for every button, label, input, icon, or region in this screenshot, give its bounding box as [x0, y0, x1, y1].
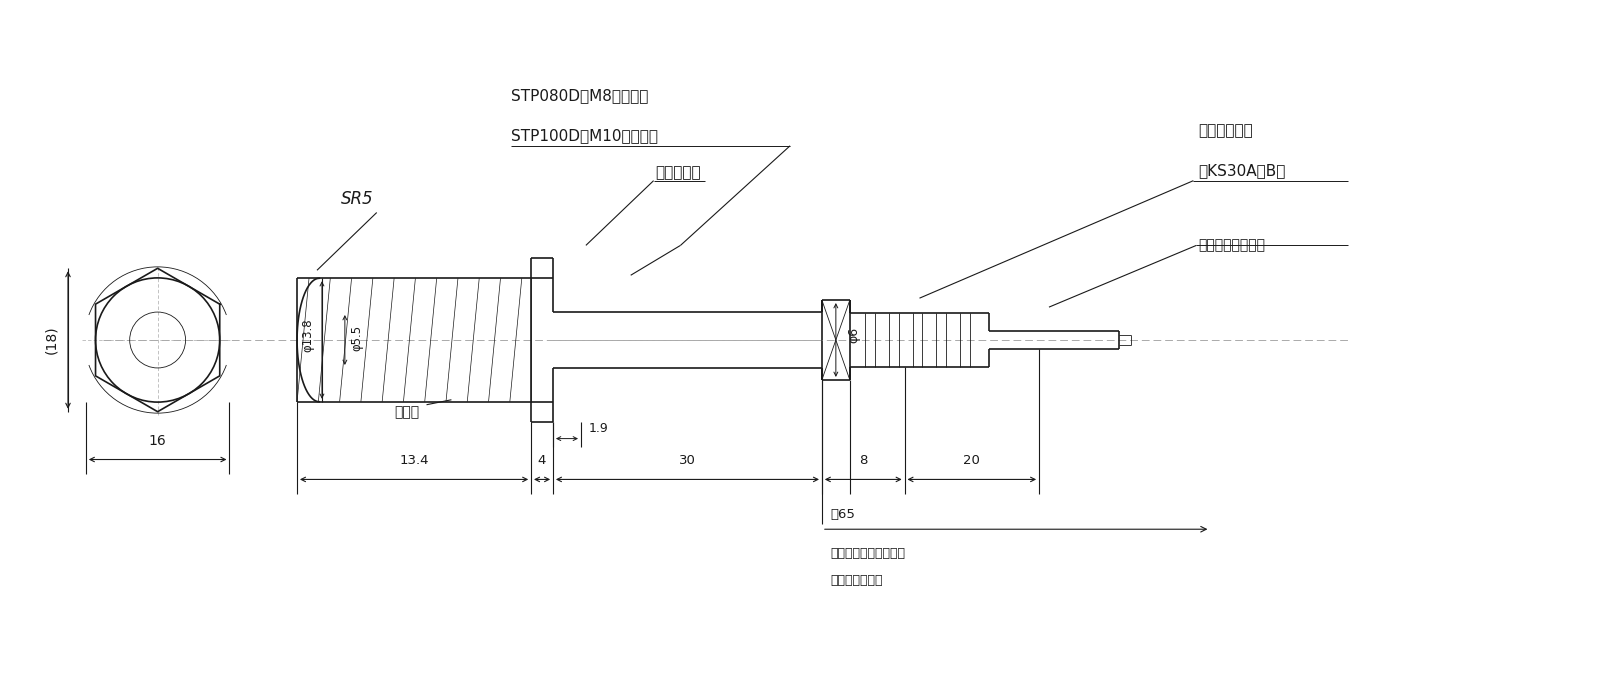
- Text: SR5: SR5: [341, 190, 373, 207]
- Text: 20: 20: [963, 454, 981, 467]
- Text: 30: 30: [678, 454, 696, 467]
- Text: スキマ: スキマ: [394, 405, 419, 419]
- Text: カートリッジ: カートリッジ: [1198, 123, 1253, 138]
- Text: STP080D：M8（並目）: STP080D：M8（並目）: [510, 88, 648, 103]
- Text: φ5.5: φ5.5: [350, 325, 363, 351]
- Text: STP100D：M10（並目）: STP100D：M10（並目）: [510, 129, 658, 143]
- Text: φ6: φ6: [848, 327, 861, 343]
- Text: (18): (18): [45, 326, 58, 354]
- Text: 要するスペース: 要するスペース: [830, 574, 882, 587]
- Text: 4: 4: [538, 454, 546, 467]
- Text: カートリッジ取外しに: カートリッジ取外しに: [830, 547, 906, 560]
- Text: 8: 8: [859, 454, 867, 467]
- Text: コードプロテクタ: コードプロテクタ: [1198, 239, 1266, 252]
- Text: 16: 16: [149, 434, 166, 447]
- Text: （KS30A／B）: （KS30A／B）: [1198, 163, 1286, 178]
- Text: 13.4: 13.4: [400, 454, 429, 467]
- Text: φ13.8: φ13.8: [301, 318, 314, 352]
- Text: 1.9: 1.9: [589, 422, 608, 435]
- Text: 終65: 終65: [830, 508, 854, 522]
- Text: ブーツ保護: ブーツ保護: [656, 165, 701, 180]
